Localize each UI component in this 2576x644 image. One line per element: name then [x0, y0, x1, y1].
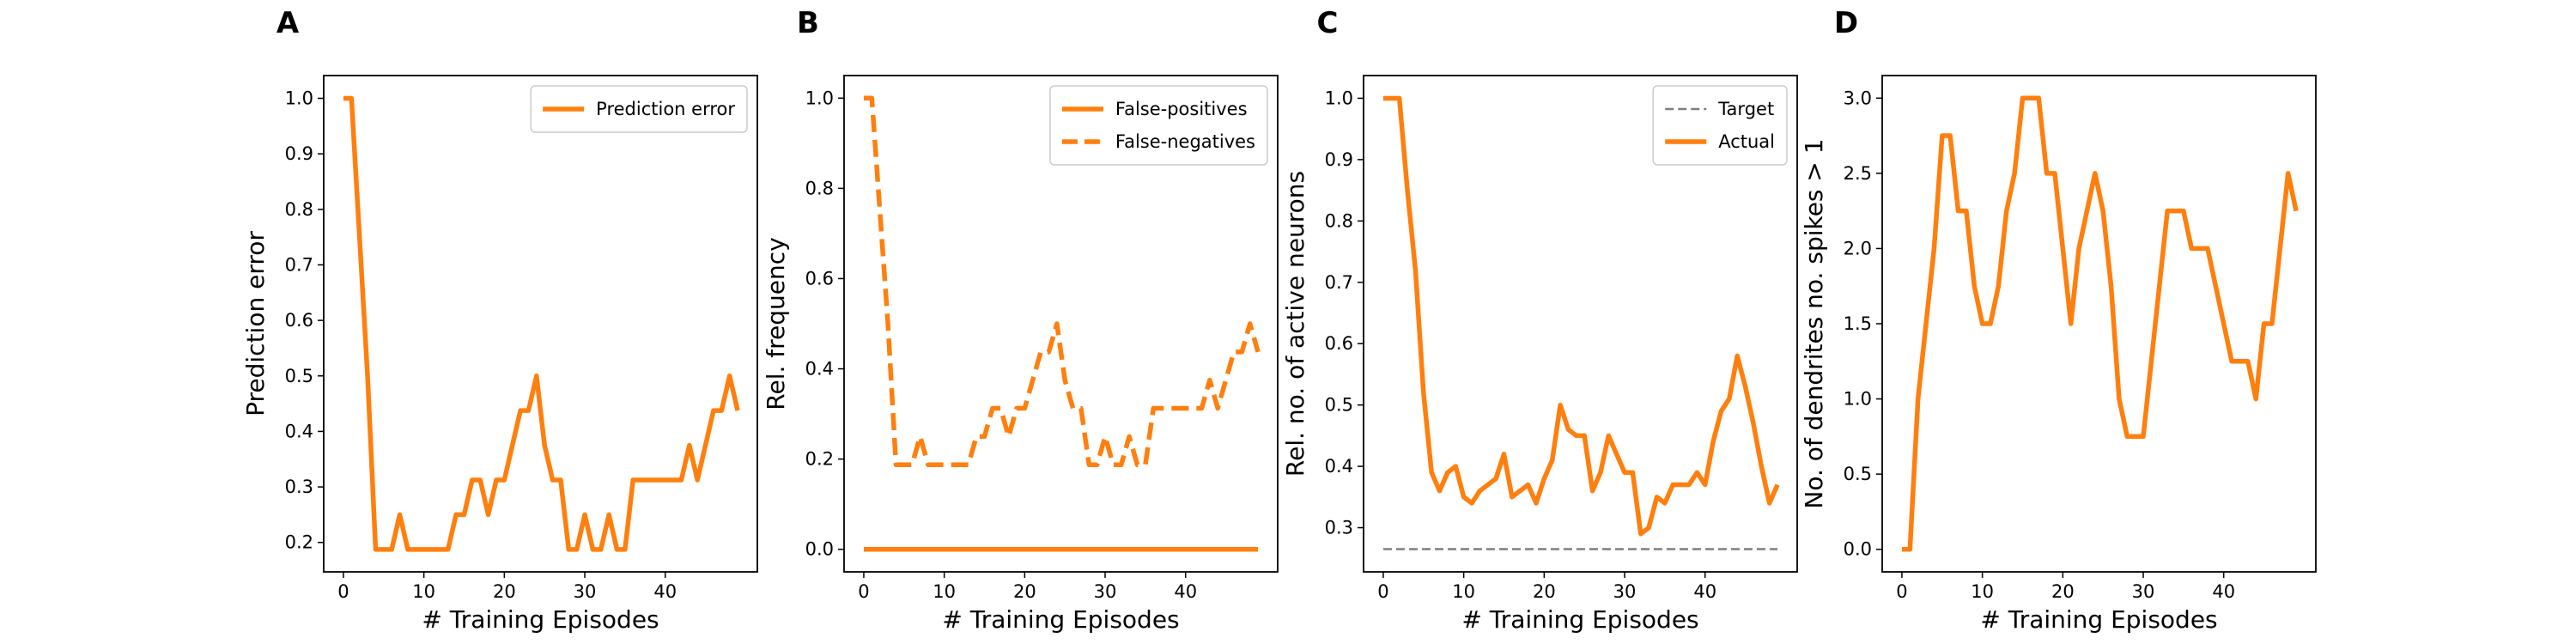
y-tick-label: 2.5 — [1844, 163, 1872, 184]
y-tick-label: 1.0 — [1325, 88, 1353, 108]
axes-frame — [1363, 75, 1798, 573]
panel-label: D — [1834, 6, 1858, 40]
x-tick-label: 20 — [493, 581, 516, 602]
y-tick-label: 0.7 — [1325, 272, 1353, 293]
x-tick-label: 0 — [1896, 581, 1907, 602]
panel: B 0 10 20 30 40 0.0 0.2 0.4 0.6 0.8 1.0 # Training E… — [762, 6, 1279, 634]
y-tick-label: 0.5 — [285, 366, 313, 386]
panel-label: C — [1317, 6, 1339, 40]
x-axis-label: # Training Episodes — [422, 605, 659, 634]
legend-label: False-negatives — [1115, 131, 1255, 152]
x-tick-label: 0 — [1377, 581, 1388, 602]
y-tick-label: 0.6 — [285, 310, 313, 331]
x-tick-label: 30 — [1613, 581, 1637, 602]
x-tick-label: 20 — [1533, 581, 1556, 602]
x-tick-label: 30 — [2132, 581, 2155, 602]
y-tick-label: 1.5 — [1844, 313, 1872, 334]
x-tick-label: 10 — [1452, 581, 1475, 602]
y-tick-label: 0.7 — [285, 254, 313, 275]
y-tick-label: 0.8 — [805, 178, 834, 198]
y-tick-label: 0.5 — [1325, 395, 1353, 416]
x-axis-label: # Training Episodes — [942, 605, 1179, 634]
legend: Prediction error — [530, 85, 748, 133]
x-tick-label: 0 — [337, 581, 349, 602]
legend-label: Target — [1717, 99, 1774, 119]
y-tick-label: 1.0 — [805, 88, 834, 108]
y-tick-label: 3.0 — [1844, 88, 1872, 108]
series-line — [1382, 95, 1780, 537]
y-tick-label: 1.0 — [285, 88, 313, 109]
y-tick-label: 0.4 — [1325, 456, 1353, 477]
x-tick-label: 40 — [1693, 581, 1716, 602]
y-tick-label: 0.5 — [1844, 464, 1872, 484]
x-tick-label: 10 — [933, 581, 956, 602]
y-tick-label: 0.6 — [1325, 333, 1353, 354]
axes-frame — [843, 75, 1279, 573]
legend: False-positives False-negatives — [1049, 85, 1268, 166]
x-tick-label: 10 — [1971, 581, 1994, 602]
y-tick-label: 1.0 — [1844, 389, 1872, 410]
panel: D 0 10 20 30 40 0.0 0.5 1.0 1.5 2.0 2.5 3.0 # Trainin… — [1800, 6, 2317, 634]
y-tick-label: 0.9 — [1325, 149, 1353, 170]
y-tick-label: 2.0 — [1844, 238, 1872, 258]
series-line — [863, 95, 1261, 467]
y-axis-label: Prediction error — [241, 231, 270, 416]
y-tick-label: 0.4 — [285, 421, 313, 441]
legend-box — [1652, 85, 1788, 166]
legend: Target Actual — [1652, 85, 1788, 166]
axes-frame — [323, 75, 758, 573]
legend-label: False-positives — [1115, 99, 1248, 119]
x-tick-label: 40 — [1174, 581, 1197, 602]
series-line — [343, 95, 740, 552]
legend-box — [530, 85, 748, 133]
series-line — [1901, 95, 2299, 552]
y-tick-label: 0.0 — [1844, 539, 1872, 560]
panel-label: B — [797, 6, 819, 40]
x-tick-label: 20 — [1013, 581, 1036, 602]
y-tick-label: 0.6 — [805, 268, 834, 289]
panel: C 0 10 20 30 40 0.3 0.4 0.5 0.6 0.7 0.8 0.9 1.0 # Trai… — [1281, 6, 1798, 634]
y-axis-label: No. of dendrites no. spikes > 1 — [1800, 138, 1828, 508]
x-tick-label: 40 — [653, 581, 677, 602]
y-tick-label: 0.2 — [805, 449, 834, 470]
panel: A 0 10 20 30 40 0.2 0.3 0.4 0.5 0.6 0.7 0.8 0.9 1.0 # T… — [241, 6, 758, 634]
y-tick-label: 0.3 — [285, 477, 313, 497]
x-tick-label: 10 — [412, 581, 435, 602]
legend-label: Prediction error — [596, 99, 735, 119]
y-tick-label: 0.4 — [805, 359, 834, 380]
x-tick-label: 30 — [574, 581, 597, 602]
y-axis-label: Rel. no. of active neurons — [1281, 171, 1309, 477]
axes-frame — [1881, 75, 2317, 573]
y-tick-label: 0.8 — [285, 199, 313, 220]
x-tick-label: 0 — [858, 581, 869, 602]
y-tick-label: 0.9 — [285, 143, 313, 164]
y-tick-label: 0.3 — [1325, 518, 1353, 538]
x-axis-label: # Training Episodes — [1461, 605, 1698, 634]
x-tick-label: 30 — [1094, 581, 1117, 602]
y-tick-label: 0.0 — [805, 539, 834, 560]
x-axis-label: # Training Episodes — [1980, 605, 2217, 634]
y-tick-label: 0.8 — [1325, 210, 1353, 231]
y-axis-label: Rel. frequency — [762, 237, 790, 410]
x-tick-label: 20 — [2051, 581, 2075, 602]
legend-box — [1049, 85, 1268, 166]
legend-label: Actual — [1718, 131, 1775, 152]
panel-label: A — [276, 6, 300, 40]
y-tick-label: 0.2 — [285, 532, 313, 553]
x-tick-label: 40 — [2212, 581, 2235, 602]
